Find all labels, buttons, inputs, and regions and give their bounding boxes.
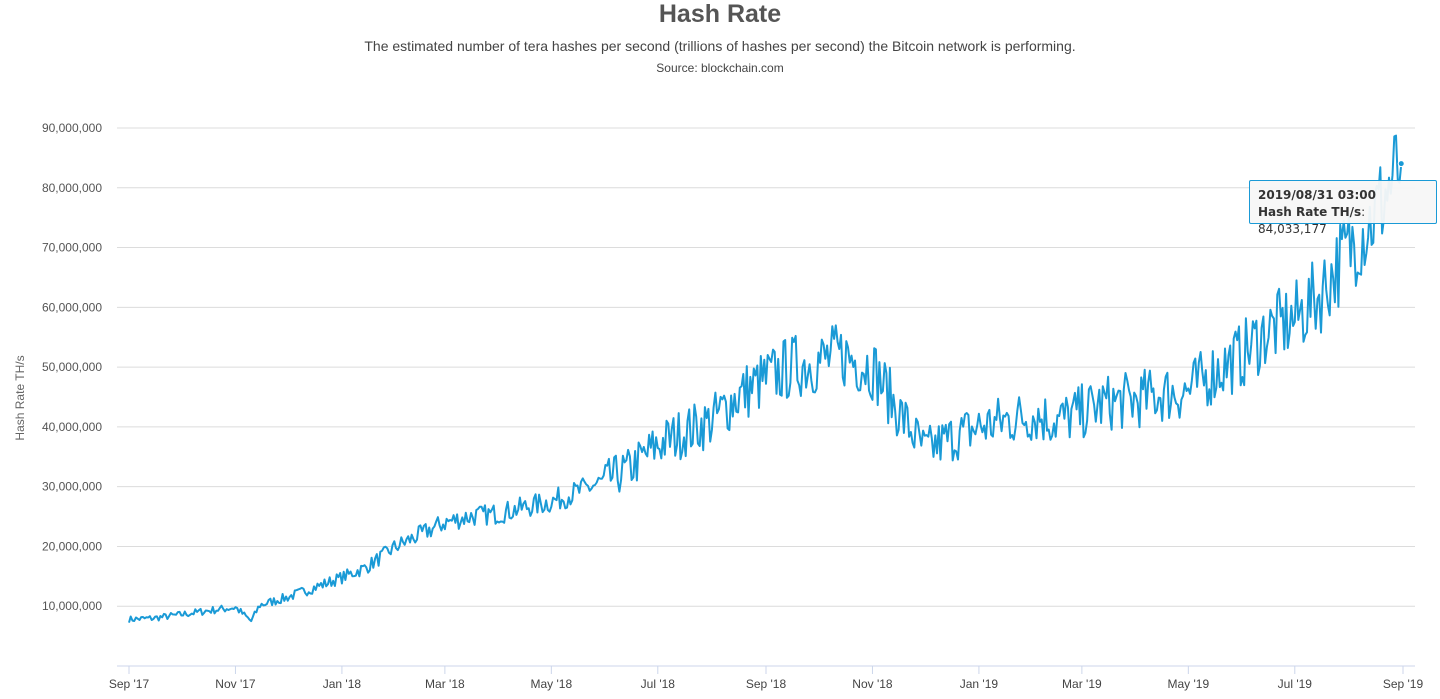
y-tick-label: 30,000,000 <box>42 480 102 494</box>
series-line-hash-rate[interactable] <box>128 134 1403 623</box>
y-tick-label: 40,000,000 <box>42 420 102 434</box>
x-tick-label: Sep '18 <box>746 677 787 691</box>
x-tick-label: Sep '17 <box>109 677 150 691</box>
y-tick-label: 70,000,000 <box>42 241 102 255</box>
chart-subtitle: The estimated number of tera hashes per … <box>364 38 1076 54</box>
tooltip-date: 2019/08/31 03:00 <box>1258 188 1376 202</box>
x-tick-label: Nov '17 <box>215 677 256 691</box>
x-tick-label: May '18 <box>531 677 573 691</box>
tooltip-row: Hash Rate TH/s: 84,033,177 <box>1258 204 1428 238</box>
y-tick-label: 80,000,000 <box>42 181 102 195</box>
x-tick-label: Mar '19 <box>1062 677 1102 691</box>
x-tick-label: Jul '18 <box>641 677 676 691</box>
y-axis-label: Hash Rate TH/s <box>13 355 27 440</box>
hover-point-marker <box>1397 160 1405 168</box>
hover-marker-layer <box>1397 160 1405 168</box>
tooltip-label: Hash Rate TH/s <box>1258 205 1362 219</box>
y-tick-label: 20,000,000 <box>42 539 102 553</box>
x-tick-label: Mar '18 <box>425 677 465 691</box>
y-tick-label: 90,000,000 <box>42 121 102 135</box>
y-tick-label: 10,000,000 <box>42 599 102 613</box>
x-tick-label: May '19 <box>1168 677 1210 691</box>
series-layer[interactable] <box>128 134 1403 623</box>
chart-title: Hash Rate <box>658 0 782 28</box>
x-tick-label: Sep '19 <box>1383 677 1424 691</box>
y-axis-ticks: 10,000,000 20,000,000 30,000,000 40,000,000… <box>42 121 102 613</box>
x-tick-label: Jul '19 <box>1278 677 1313 691</box>
y-tick-label: 50,000,000 <box>42 360 102 374</box>
y-tick-label: 60,000,000 <box>42 300 102 314</box>
chart-source: Source: blockchain.com <box>656 61 784 75</box>
x-tick-label: Nov '18 <box>852 677 893 691</box>
x-tick-label: Jan '19 <box>960 677 999 691</box>
data-tooltip: 2019/08/31 03:00 Hash Rate TH/s: 84,033,… <box>1249 180 1437 236</box>
tooltip-value: 84,033,177 <box>1258 222 1327 236</box>
tooltip-separator: : <box>1361 205 1366 219</box>
x-axis: Sep '17 Nov '17 Jan '18 Mar '18 May '18 Jul '… <box>109 665 1424 691</box>
x-tick-label: Jan '18 <box>323 677 362 691</box>
